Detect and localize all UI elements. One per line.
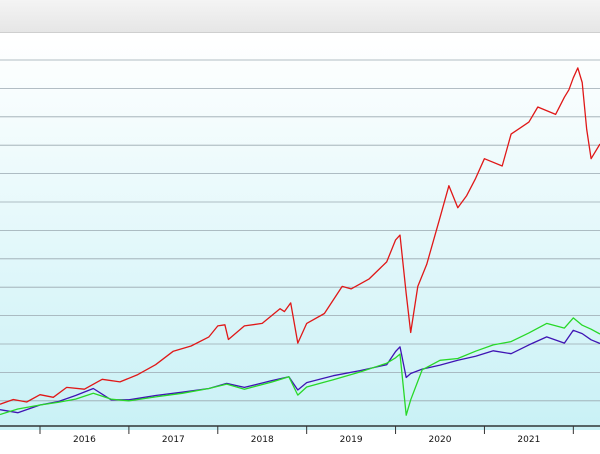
x-tick-label: 2016 xyxy=(73,435,96,445)
grid-lines xyxy=(0,59,600,402)
x-tick-label: 2020 xyxy=(429,435,452,445)
chart-header-bar xyxy=(0,0,600,33)
x-tick-label: 2019 xyxy=(340,435,363,445)
series-lines xyxy=(0,67,600,416)
x-tick-label: 2021 xyxy=(517,435,540,445)
x-axis-ticks: 2016201720182019202020212022 xyxy=(39,426,574,445)
x-tick-label: 2017 xyxy=(162,435,185,445)
series-line-1 xyxy=(0,67,600,405)
series-line-3 xyxy=(0,317,600,416)
plot-area xyxy=(0,38,600,430)
chart-frame: 2016201720182019202020212022 xyxy=(0,38,600,450)
series-line-2 xyxy=(0,329,600,414)
line-chart: 2016201720182019202020212022 xyxy=(0,38,600,445)
x-tick-label: 2018 xyxy=(251,435,274,445)
